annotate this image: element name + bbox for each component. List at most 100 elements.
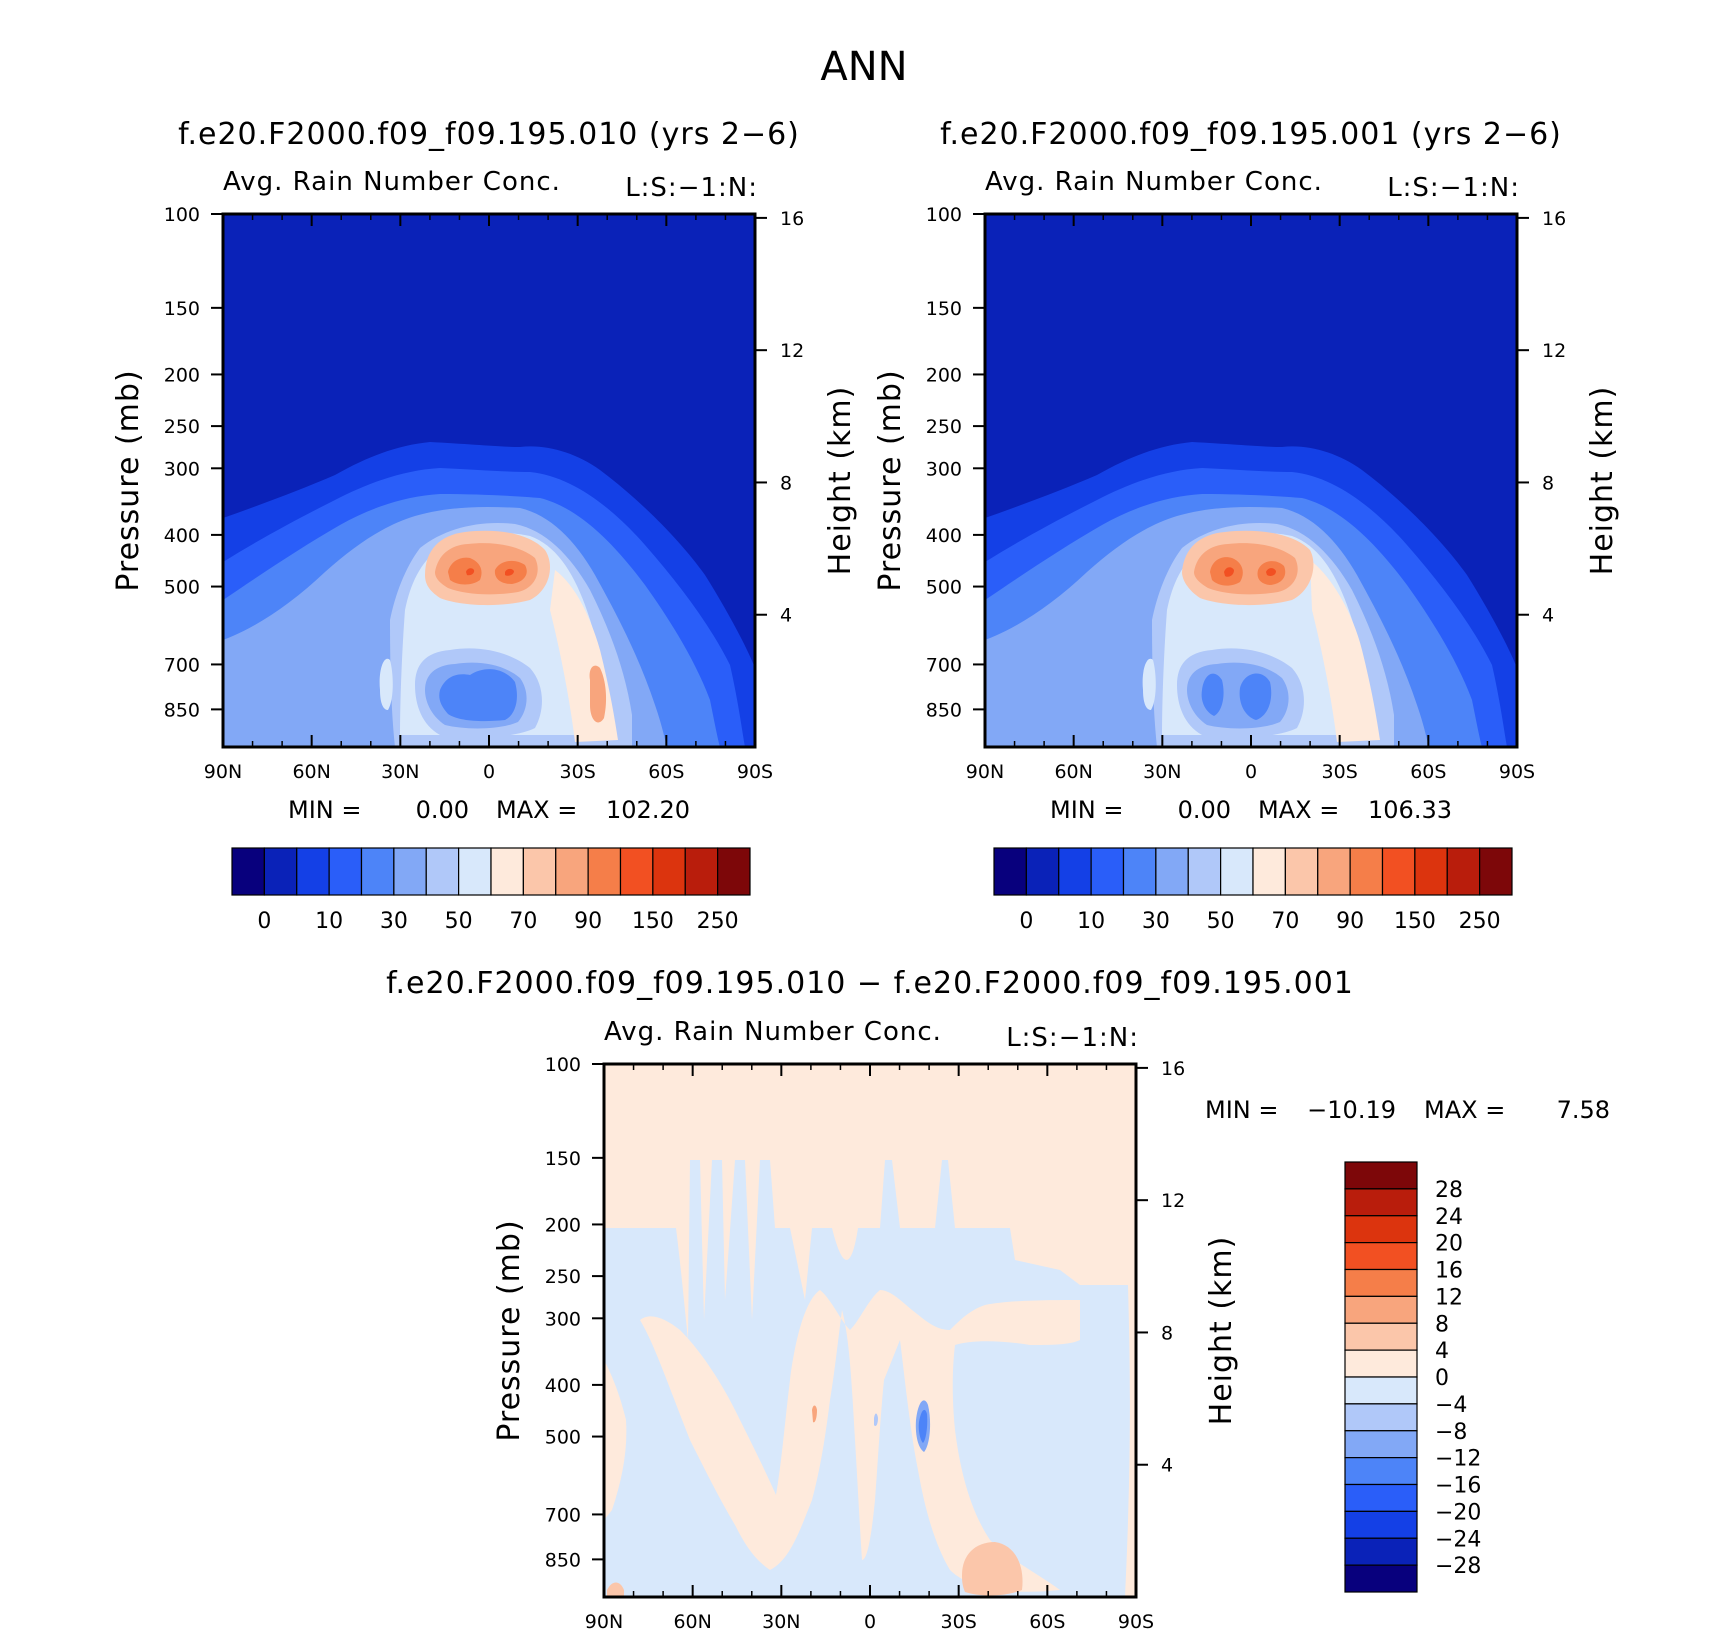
pressure-tick-label: 400 [926,525,962,547]
difference-min-value: −10.19 [1307,1096,1396,1124]
difference-max-value: 7.58 [1557,1096,1610,1124]
height-tick-label: 16 [780,208,804,230]
colorbar-label: 30 [380,909,408,934]
pressure-tick-label: 200 [164,364,200,386]
x-tick-label: 90N [204,761,242,783]
x-tick-label: 30N [381,761,419,783]
height-tick-label: 12 [780,340,804,362]
control-contour-band-15 [589,665,607,723]
control-max-value: 102.20 [606,796,690,824]
control-max-label: MAX = [496,796,577,824]
colorbar-swatch [1220,847,1254,896]
pressure-tick-label: 850 [164,699,200,721]
colorbar-swatch [1155,847,1189,896]
pressure-tick-label: 400 [164,525,200,547]
x-tick-label: 0 [1245,761,1257,783]
control-case-title: f.e20.F2000.f09_f09.195.010 (yrs 2−6) [178,117,800,152]
colorbar-swatch [1344,1430,1418,1459]
colorbar-swatch [1344,1403,1418,1432]
x-tick-label: 60N [1054,761,1092,783]
colorbar-swatch [652,847,686,896]
control-contour-band-10 [439,669,517,722]
difference-plot-area [604,1064,1136,1597]
test-contour-band-7 [1310,560,1380,742]
colorbar-label: −4 [1435,1393,1467,1418]
test-variable-label: Avg. Rain Number Conc. [985,167,1323,197]
test-contour-band-10 [1201,673,1272,720]
colorbar-label: 4 [1435,1339,1449,1364]
x-tick-label: 0 [864,1611,876,1633]
colorbar-swatch [490,847,524,896]
colorbar-swatch [993,847,1027,896]
x-tick-label: 30S [560,761,596,783]
x-tick-label: 30S [941,1611,977,1633]
colorbar-swatch [1344,1242,1418,1271]
difference-min-label: MIN = [1205,1096,1278,1124]
difference-contour-band-8 [812,1405,817,1423]
colorbar-swatch [1381,847,1416,896]
colorbar-swatch [1344,1322,1418,1351]
colorbar-label: 150 [632,909,674,934]
difference-contour-band-4 [962,1542,1023,1596]
colorbar-swatch [296,847,330,896]
pressure-tick-label: 150 [164,298,200,320]
colorbar-swatch [231,847,265,896]
colorbar-swatch [1344,1349,1418,1378]
colorbar-label: 0 [1435,1366,1449,1391]
colorbar-label: −12 [1435,1447,1481,1472]
pressure-tick-label: 700 [926,654,962,676]
colorbar-label: −24 [1435,1527,1481,1552]
pressure-tick-label: 100 [926,204,962,226]
x-tick-label: 30N [1143,761,1181,783]
pressure-tick-label: 300 [926,458,962,480]
control-min-label: MIN = [288,796,361,824]
panel-test: f.e20.F2000.f09_f09.195.001 (yrs 2−6) Av… [873,117,1620,934]
colorbar-swatch [1284,847,1319,896]
pressure-tick-label: 300 [545,1308,581,1330]
test-case-title: f.e20.F2000.f09_f09.195.001 (yrs 2−6) [940,117,1562,152]
colorbar-swatch [1344,1161,1418,1190]
pressure-tick-label: 500 [164,577,200,599]
colorbar-swatch [360,847,395,896]
height-tick-label: 4 [1542,605,1554,627]
pressure-tick-label: 100 [545,1054,581,1076]
colorbar-label: 0 [257,909,271,934]
control-contour-band-13 [448,557,527,585]
colorbar-swatch [555,847,589,896]
colorbar-swatch [717,847,751,896]
height-axis-label: Height (km) [1204,1236,1239,1426]
height-tick-label: 8 [1161,1322,1173,1344]
x-tick-label: 90N [585,1611,623,1633]
pressure-tick-label: 300 [164,458,200,480]
x-tick-label: 90S [737,761,773,783]
test-min-value: 0.00 [1178,796,1231,824]
control-plot-area [223,214,755,747]
x-tick-label: 30N [762,1611,800,1633]
colorbar-label: −8 [1435,1420,1467,1445]
pressure-tick-label: 150 [545,1148,581,1170]
figure-title: ANN [820,44,907,90]
colorbar-label: 30 [1142,909,1170,934]
colorbar-label: 16 [1435,1259,1463,1284]
colorbar-swatch [1344,1215,1418,1244]
pressure-tick-label: 200 [926,364,962,386]
colorbar-label: 150 [1394,909,1436,934]
colorbar-label: 0 [1019,909,1033,934]
test-plot-area [985,214,1517,747]
test-contour-band-14 [1224,567,1276,577]
control-contour-band-16 [379,658,393,710]
height-tick-label: 4 [780,605,792,627]
panel-control: f.e20.F2000.f09_f09.195.010 (yrs 2−6) Av… [111,117,858,934]
colorbar-swatch [1344,1510,1418,1539]
height-tick-label: 16 [1161,1058,1185,1080]
control-variable-label: Avg. Rain Number Conc. [223,167,561,197]
x-tick-label: 60N [292,761,330,783]
colorbar-swatch [1344,1457,1418,1486]
control-level-tag: L:S:−1:N: [625,173,758,203]
test-level-tag: L:S:−1:N: [1387,173,1520,203]
colorbar-swatch [1090,847,1125,896]
colorbar-swatch [1344,1268,1418,1297]
colorbar-label: −16 [1435,1474,1481,1499]
